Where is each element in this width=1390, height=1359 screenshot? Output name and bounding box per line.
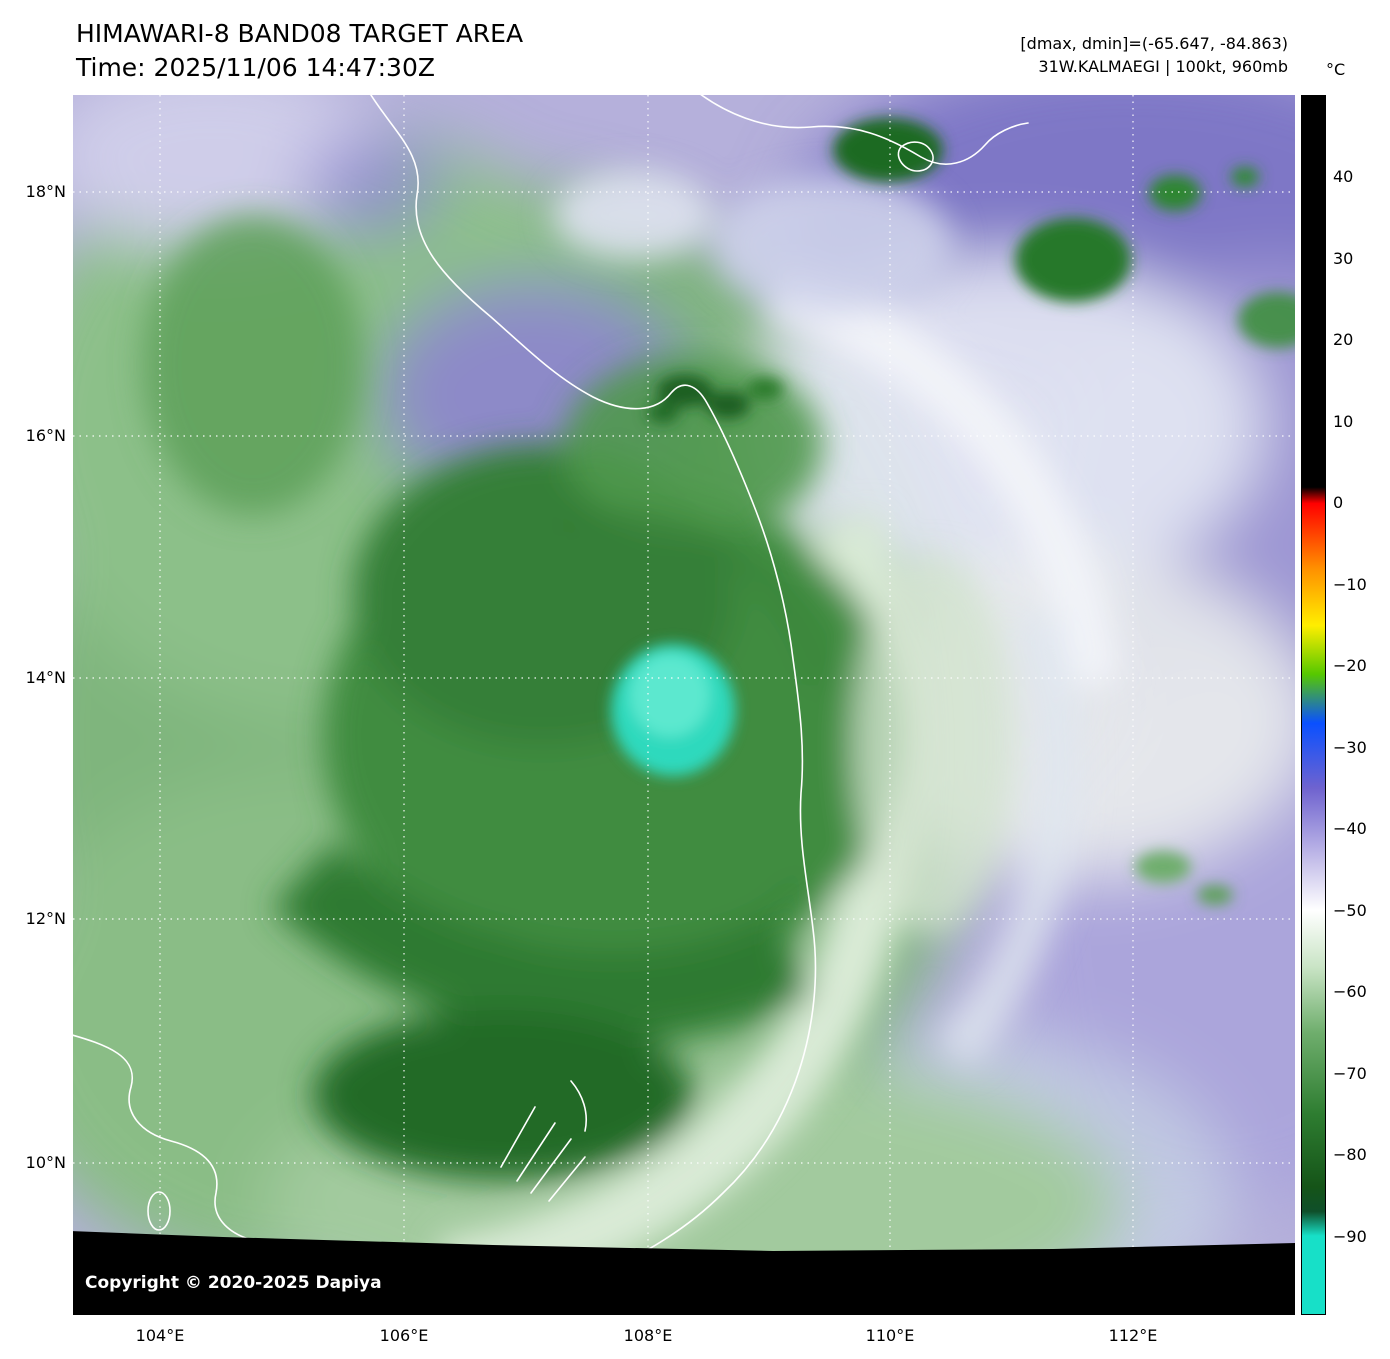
colorbar-tick-label: 20: [1333, 330, 1354, 349]
colorbar-tick-label: −50: [1333, 900, 1367, 920]
longitude-tick-label: 106°E: [379, 1326, 429, 1345]
colorbar-tick-label: 30: [1333, 248, 1354, 268]
colorbar: [1301, 95, 1326, 1315]
fine-details: [611, 118, 1295, 905]
colorbar-tick-label: −60: [1333, 982, 1367, 1001]
storm-annotation: 31W.KALMAEGI | 100kt, 960mb: [1038, 57, 1288, 76]
longitude-tick-label: 104°E: [135, 1326, 185, 1345]
latitude-tick-label: 10°N: [25, 1153, 66, 1172]
colorbar-tick-label: −90: [1333, 1226, 1367, 1246]
latitude-tick-label: 12°N: [25, 909, 66, 928]
colorbar-tick-label: 0: [1333, 493, 1344, 512]
colorbar-tick-label: −10: [1333, 574, 1367, 594]
latitude-tick-label: 14°N: [25, 668, 66, 687]
copyright-label: Copyright © 2020-2025 Dapiya: [85, 1273, 382, 1293]
colorbar-tick-label: −30: [1333, 737, 1367, 757]
colorbar-unit-label: °C: [1326, 60, 1346, 79]
grid-lines: [73, 95, 1295, 1315]
colorbar-tick-label: −20: [1333, 656, 1367, 675]
longitude-tick-label: 112°E: [1108, 1326, 1158, 1345]
colorbar-tick-label: −70: [1333, 1063, 1367, 1083]
colorbar-tick-label: −40: [1333, 819, 1367, 838]
no-data-strip: [73, 1231, 1295, 1315]
latitude-tick-label: 18°N: [25, 182, 66, 201]
satellite-imagery: [73, 95, 1295, 1315]
storm-structure: [143, 170, 1121, 1310]
colorbar-tick-label: −80: [1333, 1145, 1367, 1164]
colorbar-tick-label: 10: [1333, 411, 1354, 431]
plot-title: HIMAWARI-8 BAND08 TARGET AREA: [76, 19, 524, 48]
satellite-map: Copyright © 2020-2025 Dapiya: [73, 95, 1295, 1315]
latitude-tick-label: 16°N: [25, 426, 66, 445]
colorbar-tick-label: 40: [1333, 167, 1354, 186]
plot-time: Time: 2025/11/06 14:47:30Z: [76, 53, 435, 82]
longitude-tick-label: 108°E: [623, 1326, 673, 1345]
dmax-dmin-annotation: [dmax, dmin]=(-65.647, -84.863): [1020, 34, 1288, 53]
longitude-tick-label: 110°E: [865, 1326, 915, 1345]
